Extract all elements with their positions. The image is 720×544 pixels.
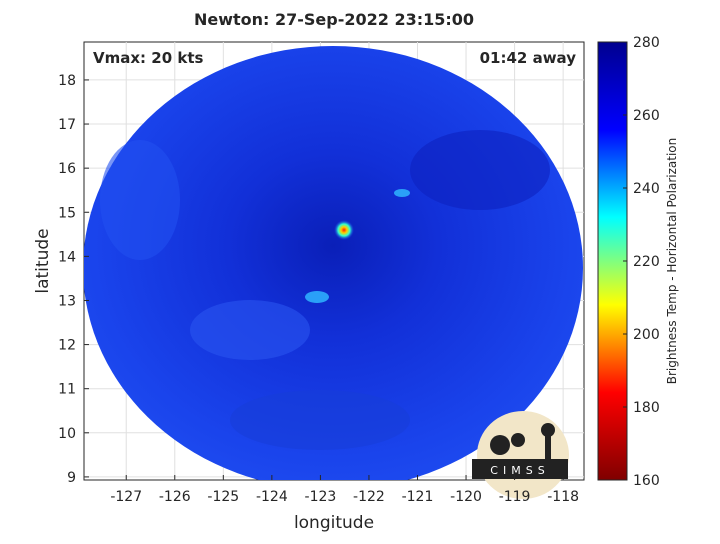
y-tick-label: 16 (58, 161, 76, 177)
colorbar-tick-label: 260 (633, 108, 660, 124)
y-tick-label: 9 (67, 470, 76, 486)
x-tick-label: -118 (547, 489, 579, 505)
x-tick-label: -119 (499, 489, 531, 505)
annotation: 01:42 away (480, 49, 577, 67)
x-tick-label: -120 (450, 489, 482, 505)
y-tick-label: 15 (58, 205, 76, 221)
colorbar-tick-label: 200 (633, 327, 660, 343)
y-tick-label: 10 (58, 426, 76, 442)
x-tick-label: -125 (207, 489, 239, 505)
colorbar (597, 41, 628, 481)
colorbar-label: Brightness Temp - Horizontal Polarizatio… (665, 138, 679, 385)
colorbar-tick-label: 240 (633, 181, 660, 197)
x-tick-label: -124 (256, 489, 288, 505)
colorbar-tick-label: 220 (633, 254, 660, 270)
annotation: Vmax: 20 kts (93, 49, 203, 67)
x-tick-label: -127 (110, 489, 142, 505)
logo: CIMSS (472, 411, 569, 499)
y-axis-label: latitude (33, 228, 53, 293)
logo-text: CIMSS (490, 464, 549, 477)
colorbar-tick-label: 180 (633, 400, 660, 416)
y-tick-label: 13 (58, 293, 76, 309)
colorbar-tick-label: 280 (633, 35, 660, 51)
x-tick-label: -122 (353, 489, 385, 505)
chart-title: Newton: 27-Sep-2022 23:15:00 (194, 10, 474, 29)
colorbar-tick-label: 160 (633, 473, 660, 489)
y-tick-label: 18 (58, 73, 76, 89)
y-tick-label: 11 (58, 382, 76, 398)
y-tick-label: 12 (58, 338, 76, 354)
x-tick-label: -123 (305, 489, 337, 505)
satellite-image (84, 46, 583, 480)
x-axis-label: longitude (294, 513, 374, 533)
y-tick-label: 14 (58, 249, 76, 265)
y-tick-label: 17 (58, 117, 76, 133)
x-tick-label: -121 (402, 489, 434, 505)
x-tick-label: -126 (159, 489, 191, 505)
